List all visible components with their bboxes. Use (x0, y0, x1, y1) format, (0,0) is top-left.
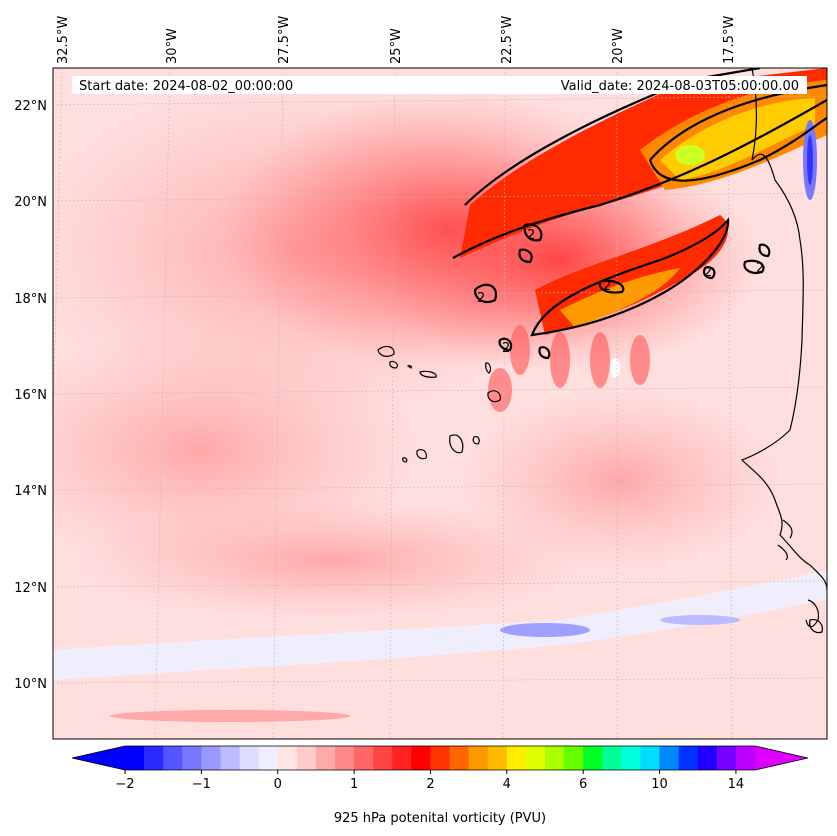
colorbar-swatch (182, 746, 202, 770)
cape-verde-islands (377, 345, 501, 463)
southern-streak (110, 710, 350, 722)
colorbar-swatch (335, 746, 355, 770)
longitude-labels: 32.5°W 30°W 27.5°W 25°W 22.5°W 20°W 17.5… (56, 16, 737, 64)
colorbar-tick-label: 4 (503, 777, 511, 792)
annotation-box (72, 76, 807, 94)
lon-label: 20°W (611, 28, 626, 64)
colorbar-swatch (239, 746, 260, 770)
colorbar-ticks: −2 −1 0 1 2 4 6 10 14 (115, 770, 744, 792)
start-date: Start date: 2024-08-02_00:00:00 (79, 79, 293, 94)
contour-labels: 2 2 2 2 2 2 (477, 228, 764, 356)
colorbar-swatch (163, 746, 183, 770)
lon-label: 30°W (165, 28, 180, 64)
negative-pv-coast-core (807, 135, 813, 185)
graticule (53, 68, 827, 739)
colorbar-swatch (392, 746, 412, 770)
lon-label: 22.5°W (500, 16, 515, 64)
lat-label: 12°N (14, 581, 47, 596)
colorbar-swatch (373, 746, 393, 770)
pv-core-secondary (560, 268, 680, 328)
colorbar-tick-label: 2 (426, 777, 434, 792)
colorbar-swatch (277, 746, 298, 770)
colorbar-swatch (697, 746, 718, 770)
colorbar-swatch (296, 746, 317, 770)
colorbar-swatch (354, 746, 374, 770)
african-coastline (740, 68, 827, 628)
contour-label: 2 (477, 291, 485, 306)
lat-label: 20°N (14, 195, 47, 210)
colorbar-tick-label: 10 (651, 777, 668, 792)
colorbar-swatch (411, 746, 432, 770)
lon-label: 25°W (389, 28, 404, 64)
bijagos-islands (809, 619, 823, 634)
colorbar-tick-label: 1 (350, 777, 358, 792)
colorbar-swatch (144, 746, 164, 770)
valid-date: Valid_date: 2024-08-03T05:00:00.00 (561, 79, 799, 94)
colorbar-swatch (506, 746, 527, 770)
colorbar-swatch (735, 746, 756, 770)
warm-band-south (70, 500, 590, 620)
colorbar-swatch (678, 746, 699, 770)
map-frame (52, 67, 828, 740)
lon-label: 17.5°W (722, 16, 737, 64)
lat-label: 22°N (14, 99, 47, 114)
contour-label: 2 (527, 228, 535, 243)
colorbar-swatch (545, 746, 565, 770)
lat-label: 18°N (14, 292, 47, 307)
colorbar-tick-label: 14 (728, 777, 745, 792)
lat-label: 10°N (14, 677, 47, 692)
colorbar-swatch (201, 746, 222, 770)
contour-label: 2 (756, 261, 764, 276)
colorbar-extend-max (755, 746, 808, 770)
colorbar-swatch (125, 746, 145, 770)
colorbar-swatch (487, 746, 508, 770)
colorbar-swatch (640, 746, 661, 770)
warm-region-east (360, 150, 760, 370)
colorbar-swatch (315, 746, 336, 770)
contour-label: 2 (603, 279, 611, 294)
lat-label: 16°N (14, 388, 47, 403)
colorbar-tick-label: −2 (115, 777, 134, 792)
colorbar-swatch (525, 746, 546, 770)
colorbar-extend-min (72, 746, 125, 770)
lat-label: 14°N (14, 484, 47, 499)
colorbar-swatch (602, 746, 622, 770)
colorbar-tick-label: 0 (274, 777, 282, 792)
colorbar-swatch (716, 746, 737, 770)
contour-label: 2 (502, 341, 510, 356)
colorbar-swatch (220, 746, 241, 770)
latitude-labels: 22°N 20°N 18°N 16°N 14°N 12°N 10°N (14, 99, 47, 692)
colorbar-swatch (583, 746, 603, 770)
negative-pv-patch (500, 623, 590, 637)
negative-pv-patch-east (660, 615, 740, 625)
pv-field: 2 2 2 2 2 2 (53, 68, 827, 739)
colorbar-swatch (659, 746, 680, 770)
lon-label: 27.5°W (277, 16, 292, 64)
low-pv-band (53, 570, 827, 680)
pv-max-north (675, 145, 705, 165)
white-spot (610, 358, 620, 378)
colorbar-swatch (430, 746, 451, 770)
colorbar-swatch (449, 746, 470, 770)
colorbar-tick-label: −1 (192, 777, 211, 792)
colorbar-swatch (258, 746, 279, 770)
colorbar-swatch (564, 746, 584, 770)
contour-label: 2 (704, 265, 712, 280)
colorbar-swatch (468, 746, 489, 770)
colorbar (71, 745, 809, 771)
lon-label: 32.5°W (56, 16, 71, 64)
colorbar-swatch (621, 746, 642, 770)
colorbar-title: 925 hPa potenital vorticity (PVU) (334, 811, 546, 826)
colorbar-tick-label: 6 (579, 777, 587, 792)
